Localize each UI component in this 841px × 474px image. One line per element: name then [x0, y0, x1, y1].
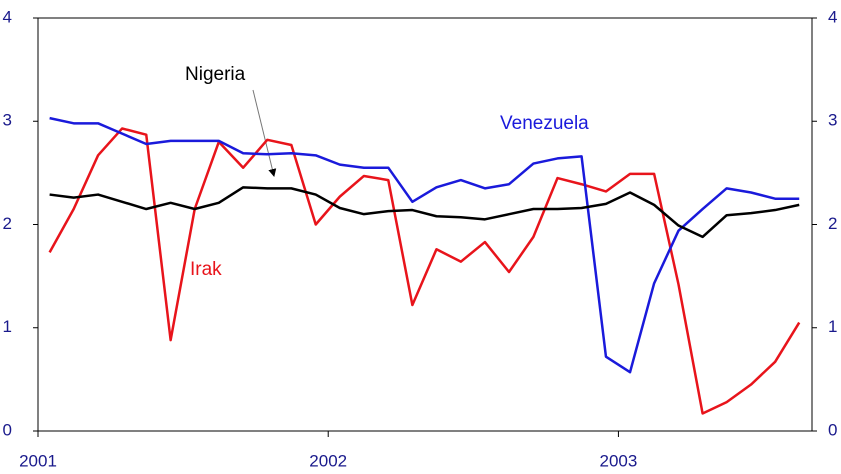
- y2-tick-label: 0: [828, 420, 837, 439]
- y-tick-label: 4: [3, 7, 12, 26]
- series-label: Nigeria: [185, 64, 246, 85]
- series-line: [49, 116, 800, 374]
- y2-tick-label: 1: [828, 317, 837, 336]
- series-label: Irak: [190, 259, 222, 280]
- y2-tick-label: 4: [828, 7, 837, 26]
- plot-frame: [37, 17, 813, 432]
- annotation-arrow: [252, 89, 277, 177]
- series-line: [48, 127, 801, 415]
- y-tick-label: 2: [3, 214, 12, 233]
- y-tick-label: 0: [3, 420, 12, 439]
- y2-tick-label: 3: [828, 111, 837, 130]
- x-tick-label: 2002: [309, 451, 347, 470]
- y-tick-label: 1: [3, 317, 12, 336]
- series-label: Venezuela: [500, 113, 589, 134]
- series-line: [49, 186, 800, 239]
- x-tick-label: 2001: [19, 451, 57, 470]
- y2-tick-label: 2: [828, 214, 837, 233]
- x-tick-label: 2003: [600, 451, 638, 470]
- y-tick-label: 3: [3, 111, 12, 130]
